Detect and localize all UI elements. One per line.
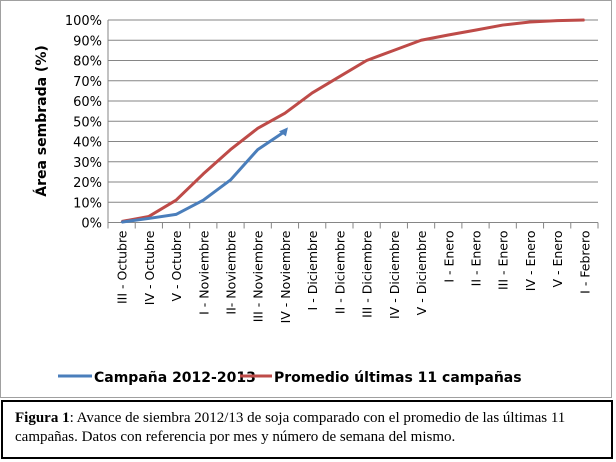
data-point xyxy=(256,127,259,130)
x-tick-label: I - Noviembre xyxy=(196,230,211,315)
legend-label-campana: Campaña 2012-2013 xyxy=(94,370,256,386)
data-point xyxy=(175,213,177,216)
y-tick-label: 50% xyxy=(73,115,102,130)
x-tick-label: I - Diciembre xyxy=(305,230,320,310)
y-tick-label: 40% xyxy=(73,136,102,151)
data-point xyxy=(420,39,422,42)
y-tick-label: 20% xyxy=(73,176,102,191)
data-point xyxy=(393,49,395,52)
data-point xyxy=(120,221,123,223)
x-tick-label: V - Octubre xyxy=(169,230,184,301)
x-tick-label: V - Enero xyxy=(550,231,565,288)
series-line-promedio xyxy=(121,18,585,223)
x-tick-label: III - Enero xyxy=(496,231,511,291)
y-tick-label: 80% xyxy=(73,55,102,70)
x-tick-label: III - Noviembre xyxy=(251,230,266,322)
x-tick-label: IV - Noviembre xyxy=(278,230,293,323)
data-point xyxy=(529,21,531,23)
x-tick-label: II - Enero xyxy=(469,231,484,287)
y-tick-label: 90% xyxy=(73,34,102,49)
data-point xyxy=(447,34,450,36)
x-tick-label: I - Febrero xyxy=(577,231,592,294)
data-point xyxy=(148,215,150,218)
x-tick-label: III - Diciembre xyxy=(360,230,375,318)
y-tick-label: 10% xyxy=(73,196,102,211)
data-point xyxy=(556,19,558,22)
data-point xyxy=(501,24,504,26)
legend: Campaña 2012-2013 Promedio últimas 11 ca… xyxy=(58,370,522,386)
data-point xyxy=(284,112,286,114)
y-tick-label: 70% xyxy=(73,75,102,90)
y-tick-label: 60% xyxy=(73,95,102,110)
data-point xyxy=(229,148,232,151)
x-tick-label: IV - Enero xyxy=(523,231,538,292)
data-point xyxy=(175,199,177,202)
line-chart: 0% 10% 20% 30% 40% 50% 60% 70% 80% 90% 100% III - … xyxy=(33,14,599,386)
data-point xyxy=(365,59,368,62)
data-point xyxy=(148,217,150,220)
series-end-arrow xyxy=(278,127,288,137)
x-tick-label: IV - Diciembre xyxy=(387,230,402,319)
figure-caption: Figura 1: Avance de siembra 2012/13 de s… xyxy=(1,400,613,459)
legend-label-promedio: Promedio últimas 11 campañas xyxy=(274,370,522,386)
y-tick-label: 0% xyxy=(81,217,102,232)
caption-label: Figura 1 xyxy=(15,410,70,426)
caption-text: : Avance de siembra 2012/13 de soja comp… xyxy=(15,410,566,445)
data-point xyxy=(202,199,205,202)
x-tick-label: II- Noviembre xyxy=(224,230,239,314)
data-point xyxy=(338,75,341,78)
x-tick-label: I - Enero xyxy=(441,231,456,283)
data-point xyxy=(202,173,205,175)
data-point xyxy=(474,29,477,31)
data-point xyxy=(583,19,586,21)
x-tick-label: IV - Octubre xyxy=(142,230,157,305)
chart-frame xyxy=(0,0,612,398)
data-point xyxy=(311,92,313,94)
y-tick-label: 100% xyxy=(65,14,102,29)
data-point xyxy=(229,179,232,181)
x-tick-label: II - Diciembre xyxy=(332,230,347,314)
y-tick-label: 30% xyxy=(73,156,102,171)
y-axis-label: Área sembrada (%) xyxy=(33,45,50,197)
data-point xyxy=(256,148,259,151)
x-tick-label: III - Octubre xyxy=(115,230,130,304)
series-line-campana xyxy=(121,130,286,224)
x-tick-label: V - Diciembre xyxy=(414,230,429,315)
